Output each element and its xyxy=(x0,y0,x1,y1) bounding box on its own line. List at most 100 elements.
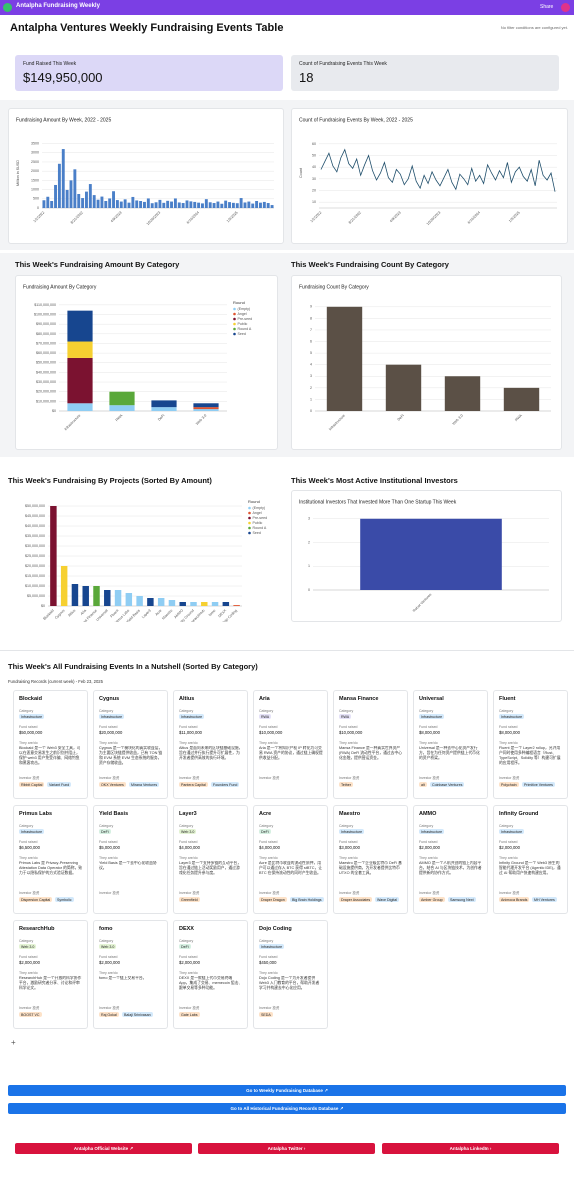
field-label: They are/do xyxy=(19,971,38,975)
field-label: They are/do xyxy=(259,971,278,975)
bar xyxy=(104,201,108,208)
bar-segment xyxy=(193,409,219,411)
field-label: Investor 投资 xyxy=(179,776,200,780)
bar xyxy=(201,602,208,606)
record-card[interactable]: Altius Category Infrastructure Fund raised $… xyxy=(173,690,248,799)
field-label: They are/do xyxy=(179,741,198,745)
legend-label: Public xyxy=(238,322,248,326)
y-tick-label: $20,000,000 xyxy=(25,564,45,568)
record-card[interactable]: Layer3 Category Web 3.0 Fund raised $4,000,0… xyxy=(173,805,248,914)
legend-label: Pre-seed xyxy=(253,516,268,520)
record-card[interactable]: Fluent Category Infrastructure Fund raised $… xyxy=(493,690,568,799)
legend-swatch xyxy=(233,312,236,316)
record-card[interactable]: Dojo Coding Category Infrastructure Fund ra… xyxy=(253,920,328,1029)
y-tick-label: 7 xyxy=(310,328,312,332)
share-button[interactable]: Share xyxy=(540,4,554,10)
bar xyxy=(50,506,57,606)
chart: Fundraising Amount By Week, 2022 - 2025 0… xyxy=(16,117,274,227)
description: Yield Basis 是一个去中心化收益协议。 xyxy=(99,861,157,870)
y-tick-label: $60,000,000 xyxy=(36,351,56,355)
investor-tag: Balaji Srinivasan xyxy=(122,1012,153,1017)
bar xyxy=(85,191,88,208)
record-card[interactable]: Maestro Category Infrastructure Fund raised… xyxy=(333,805,408,914)
x-tick-label: RWA xyxy=(115,413,124,422)
field-label: They are/do xyxy=(99,856,118,860)
bar xyxy=(444,376,481,411)
legend-swatch xyxy=(233,322,236,326)
y-axis-label: Million in $USD xyxy=(16,160,20,186)
field-label: Category xyxy=(419,824,434,828)
bar xyxy=(204,199,208,208)
investor-tag: Founders Fund xyxy=(211,782,240,787)
bar xyxy=(127,202,131,208)
record-card[interactable]: fomo Category Web 3.0 Fund raised $2,000,000… xyxy=(93,920,168,1029)
record-card[interactable]: Acre Category DeFi Fund raised $4,000,000 The… xyxy=(253,805,328,914)
legend-swatch xyxy=(248,531,251,535)
record-name: Altius xyxy=(179,696,195,702)
record-card[interactable]: ResearchHub Category Web 3.0 Fund raised $2,… xyxy=(13,920,88,1029)
y-tick-label: 9 xyxy=(310,305,312,309)
record-card[interactable]: DEXX Category DeFi Fund raised $2,000,000 The… xyxy=(173,920,248,1029)
description: DEXX 是一款链上代币交易终端 App，集成了交易、memecoin 狙击、跟… xyxy=(179,976,243,990)
chart-title: Count of Fundraising Events By Week, 202… xyxy=(299,117,413,123)
bar xyxy=(112,191,115,208)
record-card[interactable]: Cygnus Category Infrastructure Fund raised $… xyxy=(93,690,168,799)
legend-label: Angel xyxy=(238,312,247,316)
fund-amount: $450,000 xyxy=(259,960,277,965)
field-label: Investor 投资 xyxy=(339,891,360,895)
record-card[interactable]: Aria Category RWA Fund raised $10,000,000 The… xyxy=(253,690,328,799)
field-label: Investor 投资 xyxy=(99,891,120,895)
legend-title: Round xyxy=(248,499,260,504)
app-icon[interactable] xyxy=(3,3,12,12)
x-tick-label: Altius xyxy=(67,608,76,617)
field-label: Fund raised xyxy=(99,955,118,959)
field-label: They are/do xyxy=(499,856,518,860)
page-title: Antalpha Ventures Weekly Fundraising Eve… xyxy=(10,22,284,34)
bar xyxy=(131,196,135,208)
add-button[interactable]: + xyxy=(11,1038,16,1047)
description: Aria 是一个将知识产权 IP 转化为可交易 RWA 资产的协议，通过链上确权… xyxy=(259,746,323,760)
fund-amount: $2,000,000 xyxy=(179,960,200,965)
footer-button[interactable]: Antalpha Official Website xyxy=(15,1143,192,1154)
category-tag: Infrastructure xyxy=(179,714,205,719)
avatar[interactable] xyxy=(561,3,570,12)
category-tag: RWA xyxy=(259,714,272,719)
bar xyxy=(259,202,262,208)
legend-label: Pre-seed xyxy=(238,317,253,321)
y-tick-label: 3 xyxy=(310,374,312,378)
bar xyxy=(57,163,61,208)
description: Primus Labs 是 Privacy-Preserving Attesta… xyxy=(19,861,83,875)
record-card[interactable]: AMMO Category Infrastructure Fund raised $2,… xyxy=(413,805,488,914)
y-tick-label: $0 xyxy=(52,409,56,413)
link-button[interactable]: Go to Weekly Fundraising Database xyxy=(8,1085,566,1096)
description: ResearchHub 是一个开放的科学协作平台，激励研究者分享、讨论和评审科学… xyxy=(19,976,82,990)
link-button[interactable]: Go to All Historical Fundraising Records… xyxy=(8,1103,566,1114)
x-tick-label: Web 3.0 xyxy=(195,414,207,426)
record-card[interactable]: Primus Labs Category Infrastructure Fund ra… xyxy=(13,805,88,914)
x-tick-label: DeFi xyxy=(157,413,165,421)
bar xyxy=(235,203,239,208)
fund-amount: $10,000,000 xyxy=(339,730,363,735)
y-tick-label: $100,000,000 xyxy=(34,312,56,316)
record-card[interactable]: Blockaid Category Infrastructure Fund raise… xyxy=(13,690,88,799)
field-label: They are/do xyxy=(99,971,118,975)
bar xyxy=(233,605,240,606)
record-card[interactable]: Mansa Finance Category RWA Fund raised $10,0… xyxy=(333,690,408,799)
legend-label: Angel xyxy=(253,511,262,515)
fund-amount: $10,000,000 xyxy=(259,730,283,735)
x-tick-label: 10/29/2023 xyxy=(146,211,162,227)
category-tag: Web 3.0 xyxy=(179,829,197,834)
record-card[interactable]: Infinity Ground Category Infrastructure Fun… xyxy=(493,805,568,914)
x-tick-label: 10/29/2023 xyxy=(426,211,442,227)
y-tick-label: 6 xyxy=(310,339,312,343)
footer-button[interactable]: Antalpha LinkedIn xyxy=(382,1143,559,1154)
footer-button[interactable]: Antalpha Twitter xyxy=(198,1143,375,1154)
record-card[interactable]: Universal Category Infrastructure Fund rais… xyxy=(413,690,488,799)
record-card[interactable]: Yield Basis Category DeFi Fund raised $5,000… xyxy=(93,805,168,914)
field-label: They are/do xyxy=(419,856,438,860)
bar xyxy=(143,201,146,208)
kpi-label: Count of Fundraising Events This Week xyxy=(299,61,387,67)
bar xyxy=(108,198,112,208)
record-name: Fluent xyxy=(499,696,516,702)
field-label: They are/do xyxy=(419,741,438,745)
